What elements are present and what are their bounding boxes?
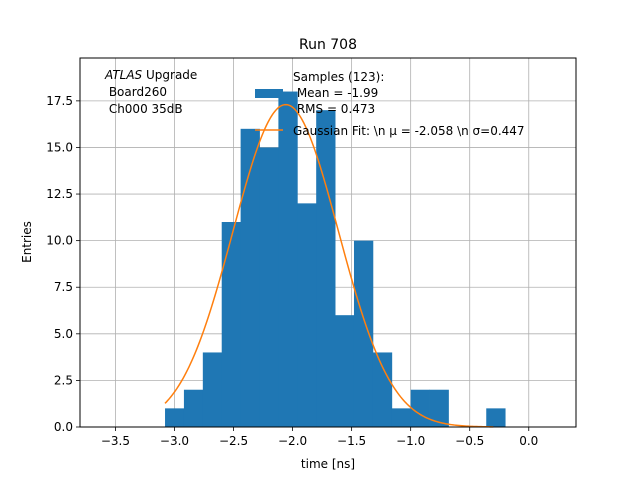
- x-tick-label: −0.5: [455, 434, 484, 448]
- legend-fit-label: Gaussian Fit: \n μ = -2.058 \n σ=0.447: [293, 124, 525, 138]
- histogram-bars: [165, 91, 506, 428]
- histogram-bar: [391, 408, 412, 427]
- x-tick-label: −2.5: [219, 434, 248, 448]
- histogram-bar: [183, 389, 204, 427]
- annotation-line-experiment: ATLAS Upgrade: [104, 68, 197, 82]
- legend-histogram-line-2: Mean = -1.99: [293, 86, 378, 100]
- histogram-bar: [335, 315, 355, 427]
- x-tick-label: −2.0: [278, 434, 307, 448]
- annotation-line-board: Board260: [105, 85, 167, 99]
- x-tick-label: −3.5: [101, 434, 130, 448]
- y-tick-label: 7.5: [54, 280, 73, 294]
- legend: Samples (123): Mean = -1.99 RMS = 0.473 …: [255, 70, 525, 138]
- histogram-bar: [278, 91, 298, 427]
- x-tick-label: 0.0: [519, 434, 538, 448]
- y-tick-label: 17.5: [46, 94, 73, 108]
- axes-frame: [79, 57, 577, 428]
- chart-title: Run 708: [299, 37, 357, 53]
- annotation-experiment-suffix: Upgrade: [142, 68, 197, 82]
- histogram-bar: [165, 408, 185, 427]
- annotation-line-channel: Ch000 35dB: [105, 102, 183, 116]
- histogram-bar: [221, 222, 242, 427]
- atlas-annotation: ATLAS Upgrade Board260 Ch000 35dB: [104, 68, 197, 116]
- legend-histogram-swatch: [255, 89, 283, 98]
- histogram-bar: [353, 240, 374, 427]
- histogram-bar: [316, 110, 336, 427]
- y-axis-ticks: 0.0 2.5 5.0 7.5 10.0 12.5 15.0 17.5: [46, 94, 80, 434]
- histogram-bar: [297, 203, 317, 427]
- histogram-bar: [202, 352, 223, 427]
- y-tick-label: 10.0: [46, 234, 73, 248]
- y-tick-label: 2.5: [54, 373, 73, 387]
- y-tick-label: 12.5: [46, 187, 73, 201]
- legend-histogram-line-3: RMS = 0.473: [293, 102, 375, 116]
- annotation-experiment-name: ATLAS: [104, 68, 143, 82]
- x-tick-label: −1.5: [337, 434, 366, 448]
- gaussian-fit-curve: [164, 103, 494, 428]
- y-tick-label: 15.0: [46, 140, 73, 154]
- histogram-bar: [486, 408, 506, 427]
- x-axis-ticks: −3.5 −3.0 −2.5 −2.0 −1.5 −1.0 −0.5 0.0: [101, 427, 538, 448]
- histogram-bar: [240, 128, 260, 427]
- histogram-bar: [410, 389, 430, 427]
- y-axis-label: Entries: [20, 221, 34, 263]
- histogram-bar: [372, 352, 393, 427]
- y-tick-label: 5.0: [54, 327, 73, 341]
- y-tick-label: 0.0: [54, 420, 73, 434]
- legend-histogram-line-1: Samples (123):: [293, 70, 384, 84]
- x-tick-label: −3.0: [160, 434, 189, 448]
- x-tick-label: −1.0: [396, 434, 425, 448]
- histogram-bar: [429, 389, 449, 427]
- x-axis-label: time [ns]: [301, 457, 355, 471]
- histogram-bar: [259, 147, 279, 428]
